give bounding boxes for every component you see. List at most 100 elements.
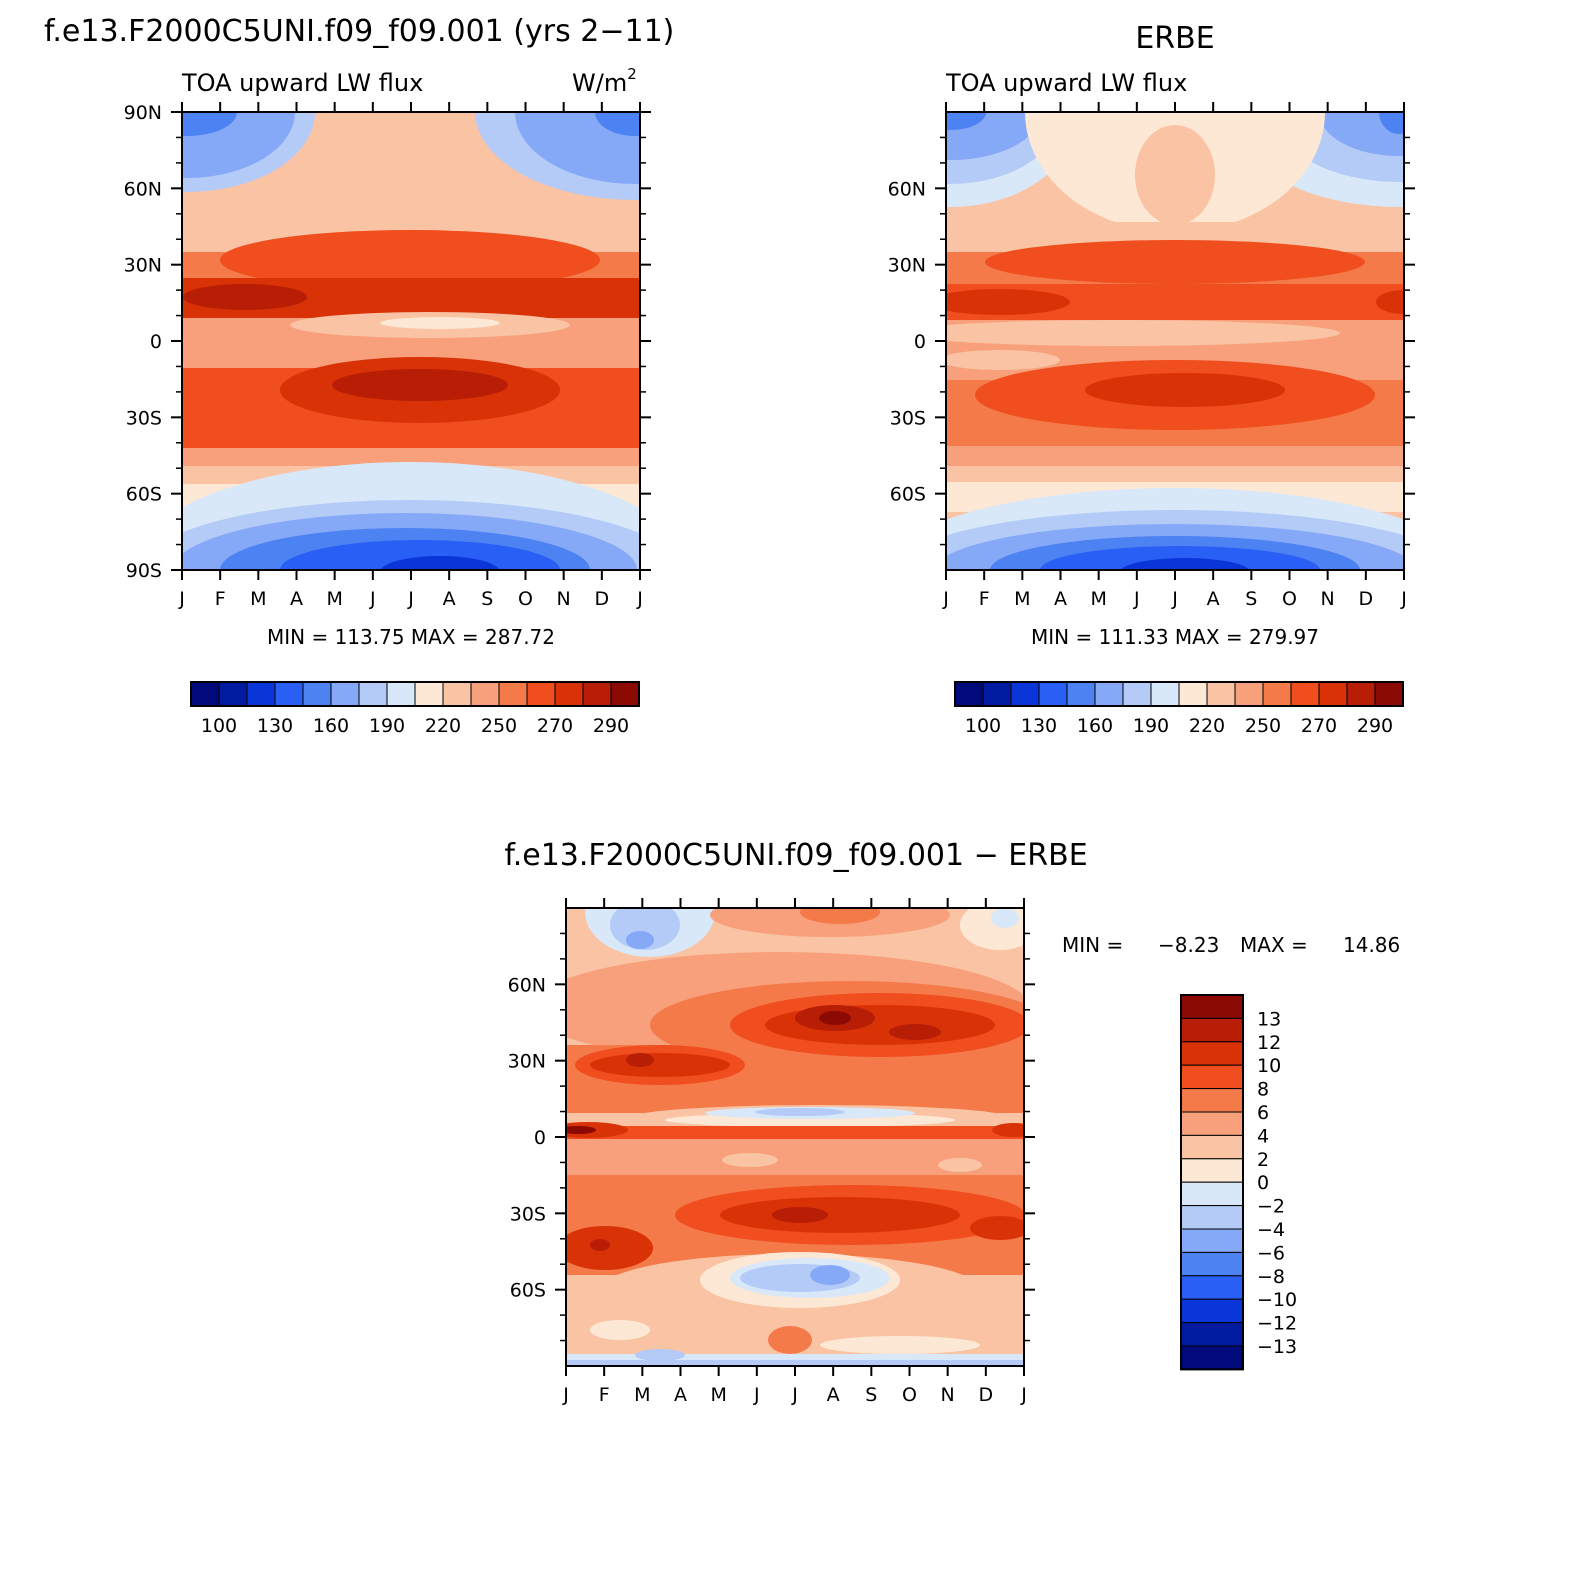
diff-sh-core — [566, 1226, 653, 1270]
diff-pole-neg — [566, 1360, 1024, 1366]
colorbar-swatch — [414, 681, 444, 707]
x-tick-label: J — [753, 1384, 760, 1406]
panel-diff-stats-min: −8.23 — [1158, 933, 1219, 957]
panel-model-units-power: 2 — [627, 65, 637, 83]
model-sp-band — [280, 540, 560, 570]
obs-equator-min — [946, 350, 1060, 370]
x-tick-label: D — [979, 1384, 994, 1406]
diff-arctic-neg — [991, 908, 1019, 928]
panel-model-colorbar: 100 130 160 190 220 250 270 290 — [190, 681, 640, 737]
diff-pole-neg — [635, 1349, 685, 1361]
colorbar-swatch — [1180, 1345, 1244, 1370]
x-tick-label: J — [1400, 588, 1407, 610]
x-tick-label: J — [178, 588, 185, 610]
model-sp-core — [380, 556, 500, 570]
colorbar-label: 290 — [593, 715, 629, 737]
obs-band-40s — [946, 446, 1404, 466]
colorbar-swatch — [218, 681, 248, 707]
diff-sh-patch — [938, 1158, 982, 1172]
colorbar-swatch — [1180, 1298, 1244, 1324]
x-tick-label: N — [557, 588, 571, 610]
model-band-30n-core — [220, 230, 600, 290]
x-tick-label: O — [1282, 588, 1297, 610]
x-tick-label: M — [634, 1384, 650, 1406]
colorbar-frame — [1180, 994, 1244, 1371]
colorbar-label: 10 — [1257, 1055, 1281, 1077]
x-tick-label: M — [1090, 588, 1106, 610]
panel-model-subtitle: TOA upward LW flux — [181, 69, 423, 97]
diff-arctic-neg — [626, 931, 654, 949]
diff-sh-core — [970, 1216, 1024, 1240]
y-tick-label: 30S — [890, 407, 926, 429]
panel-model: f.e13.F2000C5UNI.f09_f09.001 (yrs 2−11) … — [44, 14, 674, 737]
colorbar-label: −6 — [1257, 1242, 1285, 1264]
diff-high-sh-pos — [768, 1326, 812, 1354]
panel-model-axes: J F M A M J J A S O N D J 90N 60N 30N 0 30S 60S 90S — [124, 102, 651, 610]
colorbar-swatch — [498, 681, 528, 707]
panel-obs-colorbar: 100 130 160 190 220 250 270 290 — [954, 681, 1404, 737]
colorbar-label: 100 — [965, 715, 1001, 737]
diff-60s-neg — [810, 1265, 850, 1285]
colorbar-label: 4 — [1257, 1125, 1269, 1147]
colorbar-swatch — [1180, 1275, 1244, 1300]
diff-sh-max — [590, 1239, 610, 1251]
panel-model-title: f.e13.F2000C5UNI.f09_f09.001 (yrs 2−11) — [44, 14, 674, 49]
x-tick-label: J — [942, 588, 949, 610]
colorbar-swatch — [274, 681, 304, 707]
colorbar-swatch — [1180, 1251, 1244, 1277]
colorbar-label: 190 — [369, 715, 405, 737]
obs-equator-min — [946, 320, 1340, 346]
x-tick-label: M — [250, 588, 266, 610]
diff-nh-max — [889, 1024, 941, 1040]
panel-diff-axes: J F M A M J J A S O N D J 60N 30N 0 30S 60S — [508, 898, 1035, 1406]
colorbar-label: −4 — [1257, 1219, 1285, 1241]
x-tick-label: A — [674, 1384, 687, 1406]
colorbar-swatch — [1180, 1228, 1244, 1253]
x-tick-label: J — [1171, 588, 1178, 610]
colorbar-swatch — [1234, 681, 1264, 707]
x-tick-label: M — [1014, 588, 1030, 610]
x-tick-label: F — [215, 588, 226, 610]
model-band-20s-max — [332, 369, 508, 401]
colorbar-label: −10 — [1257, 1289, 1297, 1311]
colorbar-label: 160 — [1077, 715, 1113, 737]
colorbar-swatch — [190, 681, 220, 707]
colorbar-swatch — [302, 681, 332, 707]
colorbar-swatch — [246, 681, 276, 707]
x-tick-label: F — [599, 1384, 610, 1406]
colorbar-swatch — [1180, 1205, 1244, 1230]
x-tick-label: N — [941, 1384, 955, 1406]
panel-model-field — [182, 112, 640, 570]
diff-equator-pos — [992, 1123, 1024, 1137]
y-tick-label: 0 — [150, 331, 162, 353]
colorbar-label: 0 — [1257, 1172, 1269, 1194]
panel-obs-subtitle: TOA upward LW flux — [945, 69, 1187, 97]
y-tick-label: 60S — [510, 1280, 546, 1302]
obs-band-15n-max — [946, 289, 1070, 315]
panel-model-units: W/m2 — [572, 65, 637, 97]
panel-diff-stats-max: 14.86 — [1343, 933, 1400, 957]
diff-sh-patch — [722, 1153, 778, 1167]
diff-nh-core — [765, 1005, 995, 1045]
panel-diff-stats-min-label: MIN = — [1062, 933, 1123, 957]
panel-diff-field — [566, 908, 1024, 1366]
colorbar-label: −8 — [1257, 1266, 1285, 1288]
colorbar-label: 2 — [1257, 1149, 1269, 1171]
x-tick-label: J — [407, 588, 414, 610]
x-tick-label: M — [710, 1384, 726, 1406]
diff-equator-pos — [566, 1122, 628, 1138]
obs-sp-band — [1040, 546, 1320, 570]
colorbar-label: 100 — [201, 715, 237, 737]
colorbar-swatch — [358, 681, 388, 707]
colorbar-swatch — [1180, 1064, 1244, 1090]
x-tick-label: A — [1054, 588, 1067, 610]
colorbar-swatch — [1178, 681, 1208, 707]
obs-sp-core — [1120, 558, 1250, 570]
colorbar-swatch — [1262, 681, 1292, 707]
colorbar-swatch — [610, 681, 640, 707]
colorbar-swatch — [1122, 681, 1152, 707]
colorbar-label: 220 — [1189, 715, 1225, 737]
y-tick-label: 60N — [124, 178, 162, 200]
colorbar-swatch — [1180, 1111, 1244, 1136]
